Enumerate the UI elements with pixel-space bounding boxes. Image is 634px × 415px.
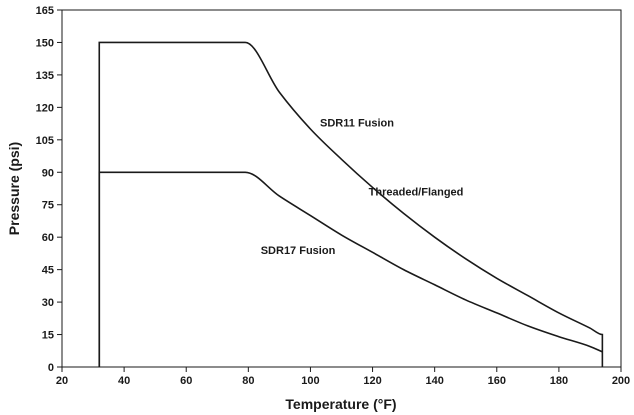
- annotation-label: SDR11 Fusion: [320, 118, 394, 130]
- y-tick-label: 60: [42, 232, 54, 244]
- x-tick-label: 180: [550, 375, 568, 387]
- x-tick-label: 120: [363, 375, 381, 387]
- y-axis: 0 15 30 45 60 75 90 105 120 135 150 165: [36, 5, 62, 374]
- series-group: [98, 41, 604, 367]
- x-tick-label: 100: [301, 375, 319, 387]
- y-tick-label: 105: [36, 135, 54, 147]
- y-axis-title: Pressure (psi): [6, 142, 22, 235]
- x-tick-label: 60: [180, 375, 192, 387]
- x-tick-label: 80: [242, 375, 254, 387]
- series-line-2: [98, 171, 603, 367]
- y-tick-label: 165: [36, 5, 54, 17]
- y-tick-label: 90: [42, 167, 54, 179]
- plot-frame: [61, 9, 622, 368]
- y-tick-label: 135: [36, 70, 54, 82]
- y-tick-label: 120: [36, 102, 54, 114]
- x-tick-label: 40: [118, 375, 130, 387]
- x-axis: 20 40 60 80 100 120 140 160 180 200: [56, 367, 630, 387]
- x-axis-title: Temperature (°F): [285, 396, 396, 412]
- y-tick-label: 75: [42, 200, 54, 212]
- y-tick-label: 150: [36, 37, 54, 49]
- annotation-label: Threaded/Flanged: [369, 187, 464, 199]
- y-tick-label: 45: [42, 265, 54, 277]
- series-line-1: [98, 41, 604, 367]
- y-tick-label: 30: [42, 297, 54, 309]
- x-tick-label: 20: [56, 375, 68, 387]
- x-tick-label: 200: [612, 375, 630, 387]
- y-tick-label: 0: [48, 362, 54, 374]
- x-tick-label: 160: [488, 375, 506, 387]
- annotation-group: SDR11 Fusion Threaded/Flanged SDR17 Fusion: [261, 118, 464, 258]
- annotation-label: SDR17 Fusion: [261, 245, 336, 257]
- y-tick-label: 15: [42, 330, 54, 342]
- x-tick-label: 140: [425, 375, 443, 387]
